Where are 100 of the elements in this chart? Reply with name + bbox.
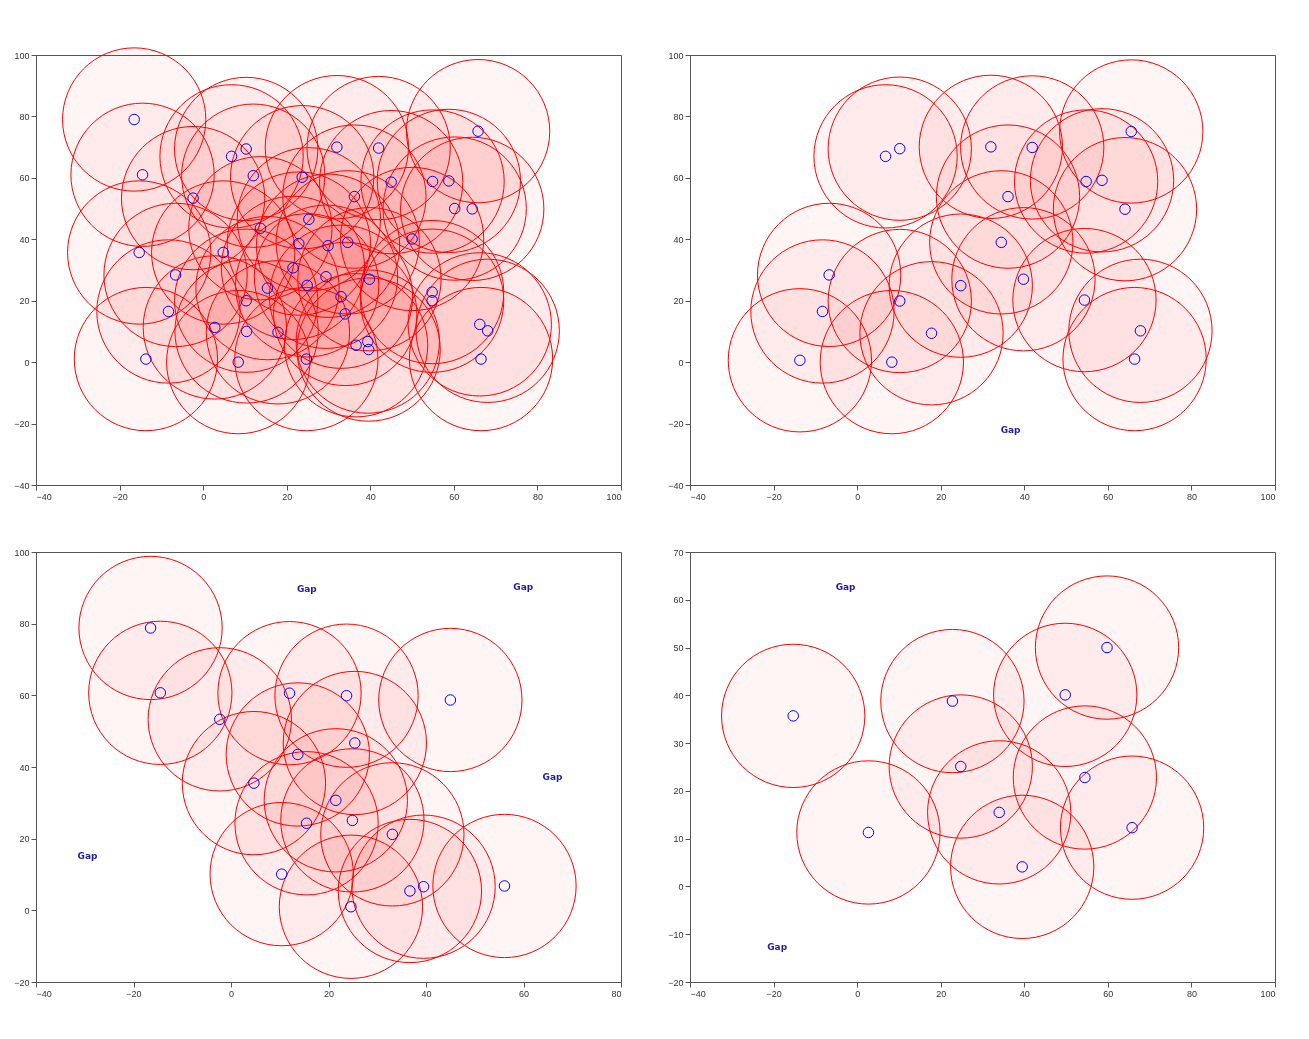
point bbox=[385, 176, 397, 188]
point bbox=[214, 713, 226, 726]
point bbox=[272, 326, 284, 339]
y-tick-label: 100 bbox=[14, 547, 30, 558]
y-tick-label: 0 bbox=[24, 905, 30, 916]
point bbox=[225, 150, 238, 163]
x-tick-label: 40 bbox=[365, 491, 376, 502]
x-tick-label: 0 bbox=[201, 491, 207, 502]
point bbox=[443, 175, 455, 187]
y-tick-label: 80 bbox=[673, 111, 684, 122]
point bbox=[154, 687, 167, 699]
point bbox=[133, 246, 145, 259]
y-tick-label: 0 bbox=[24, 357, 30, 368]
point bbox=[372, 142, 385, 154]
point bbox=[341, 236, 354, 249]
y-tick-label: −20 bbox=[668, 977, 684, 988]
point bbox=[426, 286, 438, 298]
point bbox=[472, 125, 484, 137]
point bbox=[1026, 141, 1038, 154]
x-tick-label: 40 bbox=[421, 988, 432, 999]
x-tick-label: 60 bbox=[1103, 491, 1114, 502]
x-tick-label: −20 bbox=[112, 491, 128, 502]
point bbox=[320, 271, 332, 283]
point bbox=[417, 880, 430, 893]
y-tick-label: 80 bbox=[19, 111, 30, 122]
point bbox=[426, 294, 438, 307]
annotation: Gap bbox=[1000, 425, 1022, 436]
x-tick-label: 100 bbox=[1260, 988, 1276, 999]
x-tick-label: −40 bbox=[690, 491, 706, 502]
y-tick-label: 50 bbox=[673, 643, 684, 654]
y-tick-label: −40 bbox=[14, 480, 30, 491]
x-tick-label: 20 bbox=[936, 491, 947, 502]
y-tick-label: 40 bbox=[19, 762, 30, 773]
y-tick-label: 80 bbox=[19, 619, 30, 630]
x-tick-label: 60 bbox=[1103, 988, 1114, 999]
y-tick-label: 100 bbox=[668, 50, 684, 61]
point bbox=[136, 169, 149, 181]
point bbox=[386, 828, 399, 841]
point bbox=[275, 868, 288, 880]
x-tick-label: 80 bbox=[611, 988, 622, 999]
annotation: Gap bbox=[767, 941, 788, 952]
y-tick-label: 100 bbox=[14, 50, 30, 61]
point bbox=[340, 689, 353, 702]
y-tick-label: 60 bbox=[673, 173, 684, 184]
y-tick-label: 20 bbox=[673, 296, 684, 307]
annotation: Gap bbox=[513, 581, 534, 592]
point bbox=[248, 777, 260, 789]
point bbox=[1096, 174, 1108, 187]
point bbox=[498, 880, 511, 892]
point bbox=[345, 901, 357, 913]
point bbox=[217, 246, 229, 259]
y-tick-label: −20 bbox=[668, 419, 684, 430]
point bbox=[339, 308, 351, 320]
point bbox=[287, 262, 299, 274]
point bbox=[162, 305, 175, 318]
point bbox=[1017, 273, 1030, 285]
point bbox=[444, 694, 457, 706]
x-tick-label: 40 bbox=[1019, 491, 1030, 502]
y-tick-label: 40 bbox=[19, 234, 30, 245]
point bbox=[862, 826, 875, 839]
point bbox=[292, 748, 304, 761]
point bbox=[955, 279, 967, 292]
y-tick-label: 20 bbox=[19, 834, 30, 845]
point bbox=[426, 175, 439, 188]
point bbox=[349, 737, 361, 749]
x-tick-label: 80 bbox=[532, 491, 543, 502]
point bbox=[1134, 325, 1147, 337]
point bbox=[1128, 353, 1141, 365]
point bbox=[886, 356, 898, 368]
y-tick-label: 40 bbox=[673, 690, 684, 701]
point bbox=[816, 305, 829, 318]
annotation: Gap bbox=[296, 584, 318, 595]
point bbox=[209, 321, 221, 334]
y-tick-label: 20 bbox=[19, 296, 30, 307]
point bbox=[879, 150, 892, 163]
y-tick-label: 70 bbox=[673, 547, 684, 558]
point bbox=[481, 325, 494, 337]
x-tick-label: 40 bbox=[1019, 988, 1030, 999]
point bbox=[1002, 190, 1014, 203]
point bbox=[823, 269, 835, 281]
point bbox=[955, 760, 967, 773]
x-tick-label: 20 bbox=[282, 491, 293, 502]
y-tick-label: 20 bbox=[673, 786, 684, 797]
point bbox=[1059, 689, 1071, 701]
point bbox=[362, 343, 375, 356]
point bbox=[322, 240, 334, 252]
point bbox=[466, 203, 478, 215]
point bbox=[1119, 203, 1131, 215]
x-tick-label: 100 bbox=[1260, 491, 1276, 502]
x-tick-label: 0 bbox=[855, 988, 861, 999]
point bbox=[348, 190, 361, 203]
x-tick-label: 60 bbox=[449, 491, 460, 502]
y-tick-label: 0 bbox=[678, 881, 684, 892]
y-tick-label: −20 bbox=[14, 977, 30, 988]
x-tick-label: 60 bbox=[518, 988, 530, 999]
point bbox=[346, 814, 359, 827]
point bbox=[1079, 771, 1091, 784]
y-tick-label: 10 bbox=[673, 834, 684, 845]
point bbox=[350, 339, 362, 351]
x-tick-label: −20 bbox=[766, 988, 782, 999]
